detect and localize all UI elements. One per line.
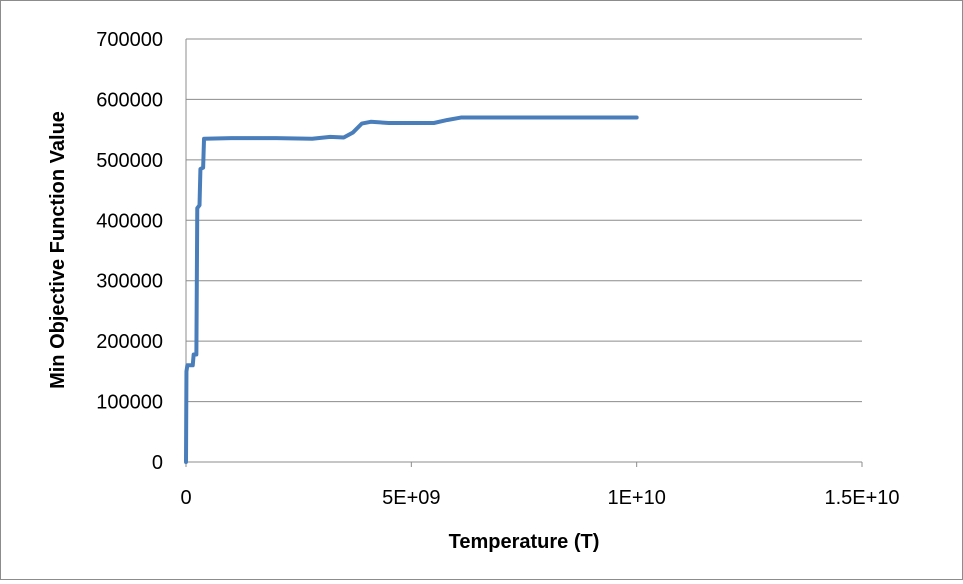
series-line <box>184 115 639 464</box>
tick-labels: 0 100000 200000 300000 400000 500000 600000 700… <box>96 29 899 509</box>
y-tick-label: 300000 <box>96 271 163 293</box>
x-tick-label: 1E+10 <box>607 487 665 509</box>
axes <box>185 39 863 467</box>
y-tick-label: 500000 <box>96 150 163 172</box>
y-tick-label: 400000 <box>96 210 163 232</box>
y-tick-label: 700000 <box>96 29 163 51</box>
gridlines <box>186 38 862 403</box>
x-axis-title: Temperature (T) <box>449 531 600 553</box>
x-tick-label: 0 <box>180 487 191 509</box>
x-tick-label: 1.5E+10 <box>824 487 899 509</box>
y-tick-label: 200000 <box>96 331 163 353</box>
y-tick-label: 100000 <box>96 392 163 414</box>
x-tick-label: 5E+09 <box>382 487 440 509</box>
y-tick-label: 0 <box>152 452 163 474</box>
y-axis-title: Min Objective Function Value <box>47 111 69 389</box>
y-tick-label: 600000 <box>96 89 163 111</box>
series-layer <box>184 115 639 464</box>
